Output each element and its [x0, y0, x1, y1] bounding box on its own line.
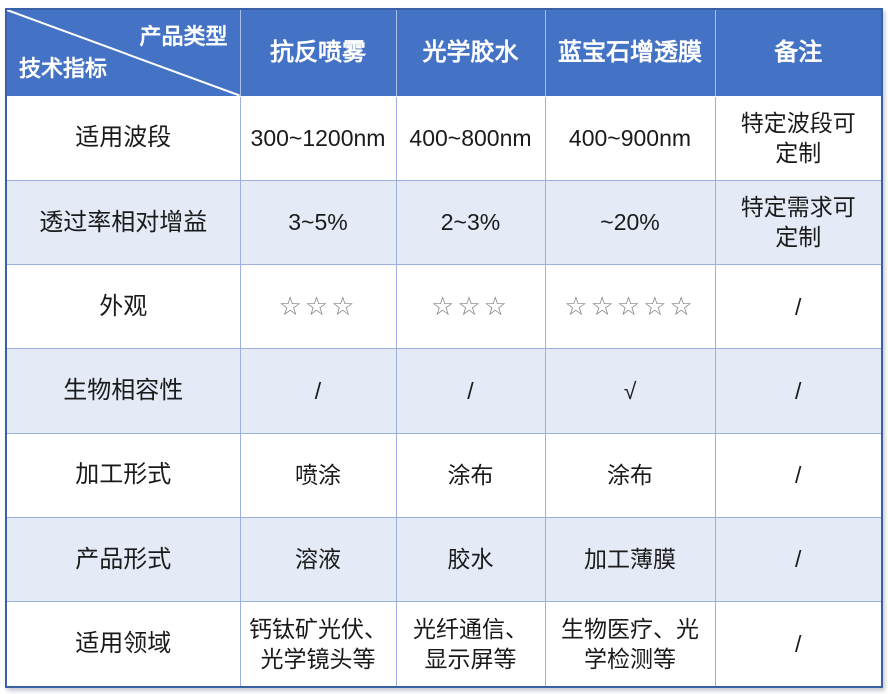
row-label: 外观 — [7, 264, 241, 350]
table-cell: 溶液 — [239, 516, 397, 603]
row-label: 适用波段 — [7, 95, 241, 181]
table-cell: 光纤通信、显示屏等 — [395, 601, 546, 686]
table-cell: 生物医疗、光学检测等 — [544, 601, 716, 686]
table-row-application-fields: 适用领域 钙钛矿光伏、光学镜头等 光纤通信、显示屏等 生物医疗、光学检测等 / — [7, 601, 881, 686]
table-cell: 400~800nm — [395, 95, 546, 181]
table-row-transmittance-gain: 透过率相对增益 3~5% 2~3% ~20% 特定需求可定制 — [7, 179, 881, 266]
table-cell: 特定波段可定制 — [714, 95, 881, 181]
column-header-remarks: 备注 — [714, 10, 881, 97]
table-cell: 2~3% — [395, 179, 546, 266]
header-row: 产品类型 技术指标 抗反喷雾 光学胶水 蓝宝石增透膜 备注 — [7, 10, 881, 97]
table-cell: / — [714, 432, 881, 518]
table-cell: / — [714, 348, 881, 434]
table-cell: / — [239, 348, 397, 434]
table-cell: / — [714, 516, 881, 603]
star-rating: ☆☆☆ — [239, 264, 397, 350]
corner-top-label: 产品类型 — [139, 24, 228, 49]
table-cell: 400~900nm — [544, 95, 716, 181]
table-cell: / — [714, 264, 881, 350]
product-comparison-table: 产品类型 技术指标 抗反喷雾 光学胶水 蓝宝石增透膜 备注 适用波段 300~1… — [7, 10, 881, 686]
table-cell: 喷涂 — [239, 432, 397, 518]
table-frame: 产品类型 技术指标 抗反喷雾 光学胶水 蓝宝石增透膜 备注 适用波段 300~1… — [5, 8, 883, 688]
star-rating: ☆☆☆☆☆ — [544, 264, 716, 350]
corner-bottom-label: 技术指标 — [19, 56, 108, 82]
table-cell: 特定需求可定制 — [714, 179, 881, 266]
row-label: 适用领域 — [7, 601, 241, 686]
diagonal-divider-line — [7, 10, 240, 96]
table-cell: 300~1200nm — [239, 95, 397, 181]
table-cell: 胶水 — [395, 516, 546, 603]
column-header-anti-reflective-spray: 抗反喷雾 — [239, 10, 397, 97]
table-row-appearance: 外观 ☆☆☆ ☆☆☆ ☆☆☆☆☆ / — [7, 264, 881, 350]
row-label: 生物相容性 — [7, 348, 241, 434]
corner-header-cell: 产品类型 技术指标 — [7, 10, 241, 97]
table-cell: 钙钛矿光伏、光学镜头等 — [239, 601, 397, 686]
table-cell: 加工薄膜 — [544, 516, 716, 603]
table-row-product-form: 产品形式 溶液 胶水 加工薄膜 / — [7, 516, 881, 603]
row-label: 产品形式 — [7, 516, 241, 603]
table-cell: 3~5% — [239, 179, 397, 266]
table-row-wavelength: 适用波段 300~1200nm 400~800nm 400~900nm 特定波段… — [7, 95, 881, 181]
table-cell: / — [395, 348, 546, 434]
column-header-optical-glue: 光学胶水 — [395, 10, 546, 97]
star-rating: ☆☆☆ — [395, 264, 546, 350]
table-cell: / — [714, 601, 881, 686]
column-header-sapphire-ar-film: 蓝宝石增透膜 — [544, 10, 716, 97]
row-label: 透过率相对增益 — [7, 179, 241, 266]
table-cell: √ — [544, 348, 716, 434]
row-label: 加工形式 — [7, 432, 241, 518]
table-row-processing-form: 加工形式 喷涂 涂布 涂布 / — [7, 432, 881, 518]
table-cell: 涂布 — [395, 432, 546, 518]
table-row-biocompatibility: 生物相容性 / / √ / — [7, 348, 881, 434]
table-cell: 涂布 — [544, 432, 716, 518]
table-cell: ~20% — [544, 179, 716, 266]
